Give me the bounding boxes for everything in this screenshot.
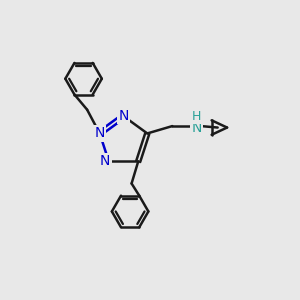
- Text: N: N: [94, 126, 105, 140]
- Text: N: N: [191, 121, 202, 134]
- Text: N: N: [118, 109, 129, 123]
- Text: H: H: [192, 110, 201, 123]
- Text: N: N: [100, 154, 110, 168]
